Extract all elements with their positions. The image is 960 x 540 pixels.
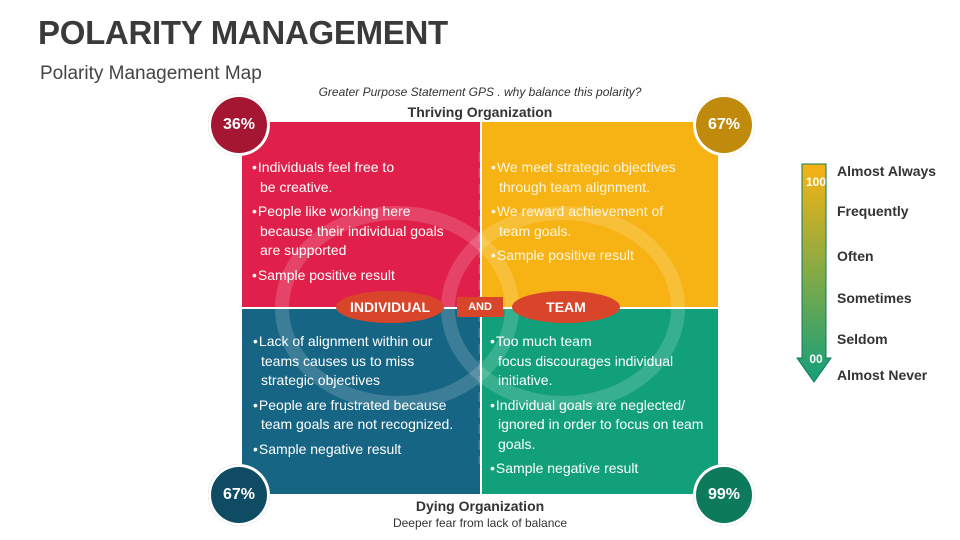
point-item: We meet strategic objectives through tea… xyxy=(491,158,713,197)
scale-level-label: Almost Never xyxy=(837,367,928,383)
bottom-sublabel: Deeper fear from lack of balance xyxy=(392,516,568,530)
individual-pole: INDIVIDUAL xyxy=(336,291,444,323)
quadrant-top-right: We meet strategic objectives through tea… xyxy=(482,122,718,307)
percent-badge-bottom-left: 67% xyxy=(208,464,270,526)
scale-bottom-value: 00 xyxy=(809,352,823,366)
team-pole: TEAM xyxy=(512,291,620,323)
quadrant-points: Individuals feel free to be creative. Pe… xyxy=(252,158,477,290)
point-item: Sample negative result xyxy=(253,440,477,460)
scale-level-label: Frequently xyxy=(837,203,909,219)
quadrant-bottom-left: Lack of alignment within our teams cause… xyxy=(242,309,480,494)
point-item: Individual goals are neglected/ ignored … xyxy=(490,396,715,455)
point-item: Lack of alignment within our teams cause… xyxy=(253,332,477,391)
scale-level-label: Seldom xyxy=(837,331,888,347)
point-item: Individuals feel free to be creative. xyxy=(252,158,477,197)
point-item: We reward achievement of team goals. xyxy=(491,202,713,241)
scale-arrow-icon xyxy=(796,163,832,383)
percent-badge-top-left: 36% xyxy=(208,94,270,156)
point-item: People are frustrated because team goals… xyxy=(253,396,477,435)
percent-badge-top-right: 67% xyxy=(693,94,755,156)
point-item: Sample negative result xyxy=(490,459,715,479)
scale-top-value: 100 xyxy=(805,175,827,189)
scale-level-label: Sometimes xyxy=(837,290,912,306)
page-title: POLARITY MANAGEMENT xyxy=(38,14,448,51)
quadrant-points: We meet strategic objectives through tea… xyxy=(491,158,713,271)
quadrant-top-left: Individuals feel free to be creative. Pe… xyxy=(242,122,480,307)
quadrant-bottom-right: Too much team focus discourages individu… xyxy=(482,309,718,494)
point-item: People like working here because their i… xyxy=(252,202,477,261)
page-subtitle: Polarity Management Map xyxy=(40,63,262,84)
percent-badge-bottom-right: 99% xyxy=(693,464,755,526)
bottom-label: Dying Organization xyxy=(415,498,545,514)
top-label: Thriving Organization xyxy=(407,104,553,120)
and-connector: AND xyxy=(457,297,503,317)
point-item: Sample positive result xyxy=(252,266,477,286)
quadrant-points: Lack of alignment within our teams cause… xyxy=(253,332,477,464)
purpose-statement: Greater Purpose Statement GPS . why bala… xyxy=(318,85,642,99)
scale-level-label: Often xyxy=(837,248,874,264)
point-item: Too much team focus discourages individu… xyxy=(490,332,715,391)
scale-level-label: Almost Always xyxy=(837,163,937,179)
quadrant-points: Too much team focus discourages individu… xyxy=(490,332,715,484)
point-item: Sample positive result xyxy=(491,246,713,266)
